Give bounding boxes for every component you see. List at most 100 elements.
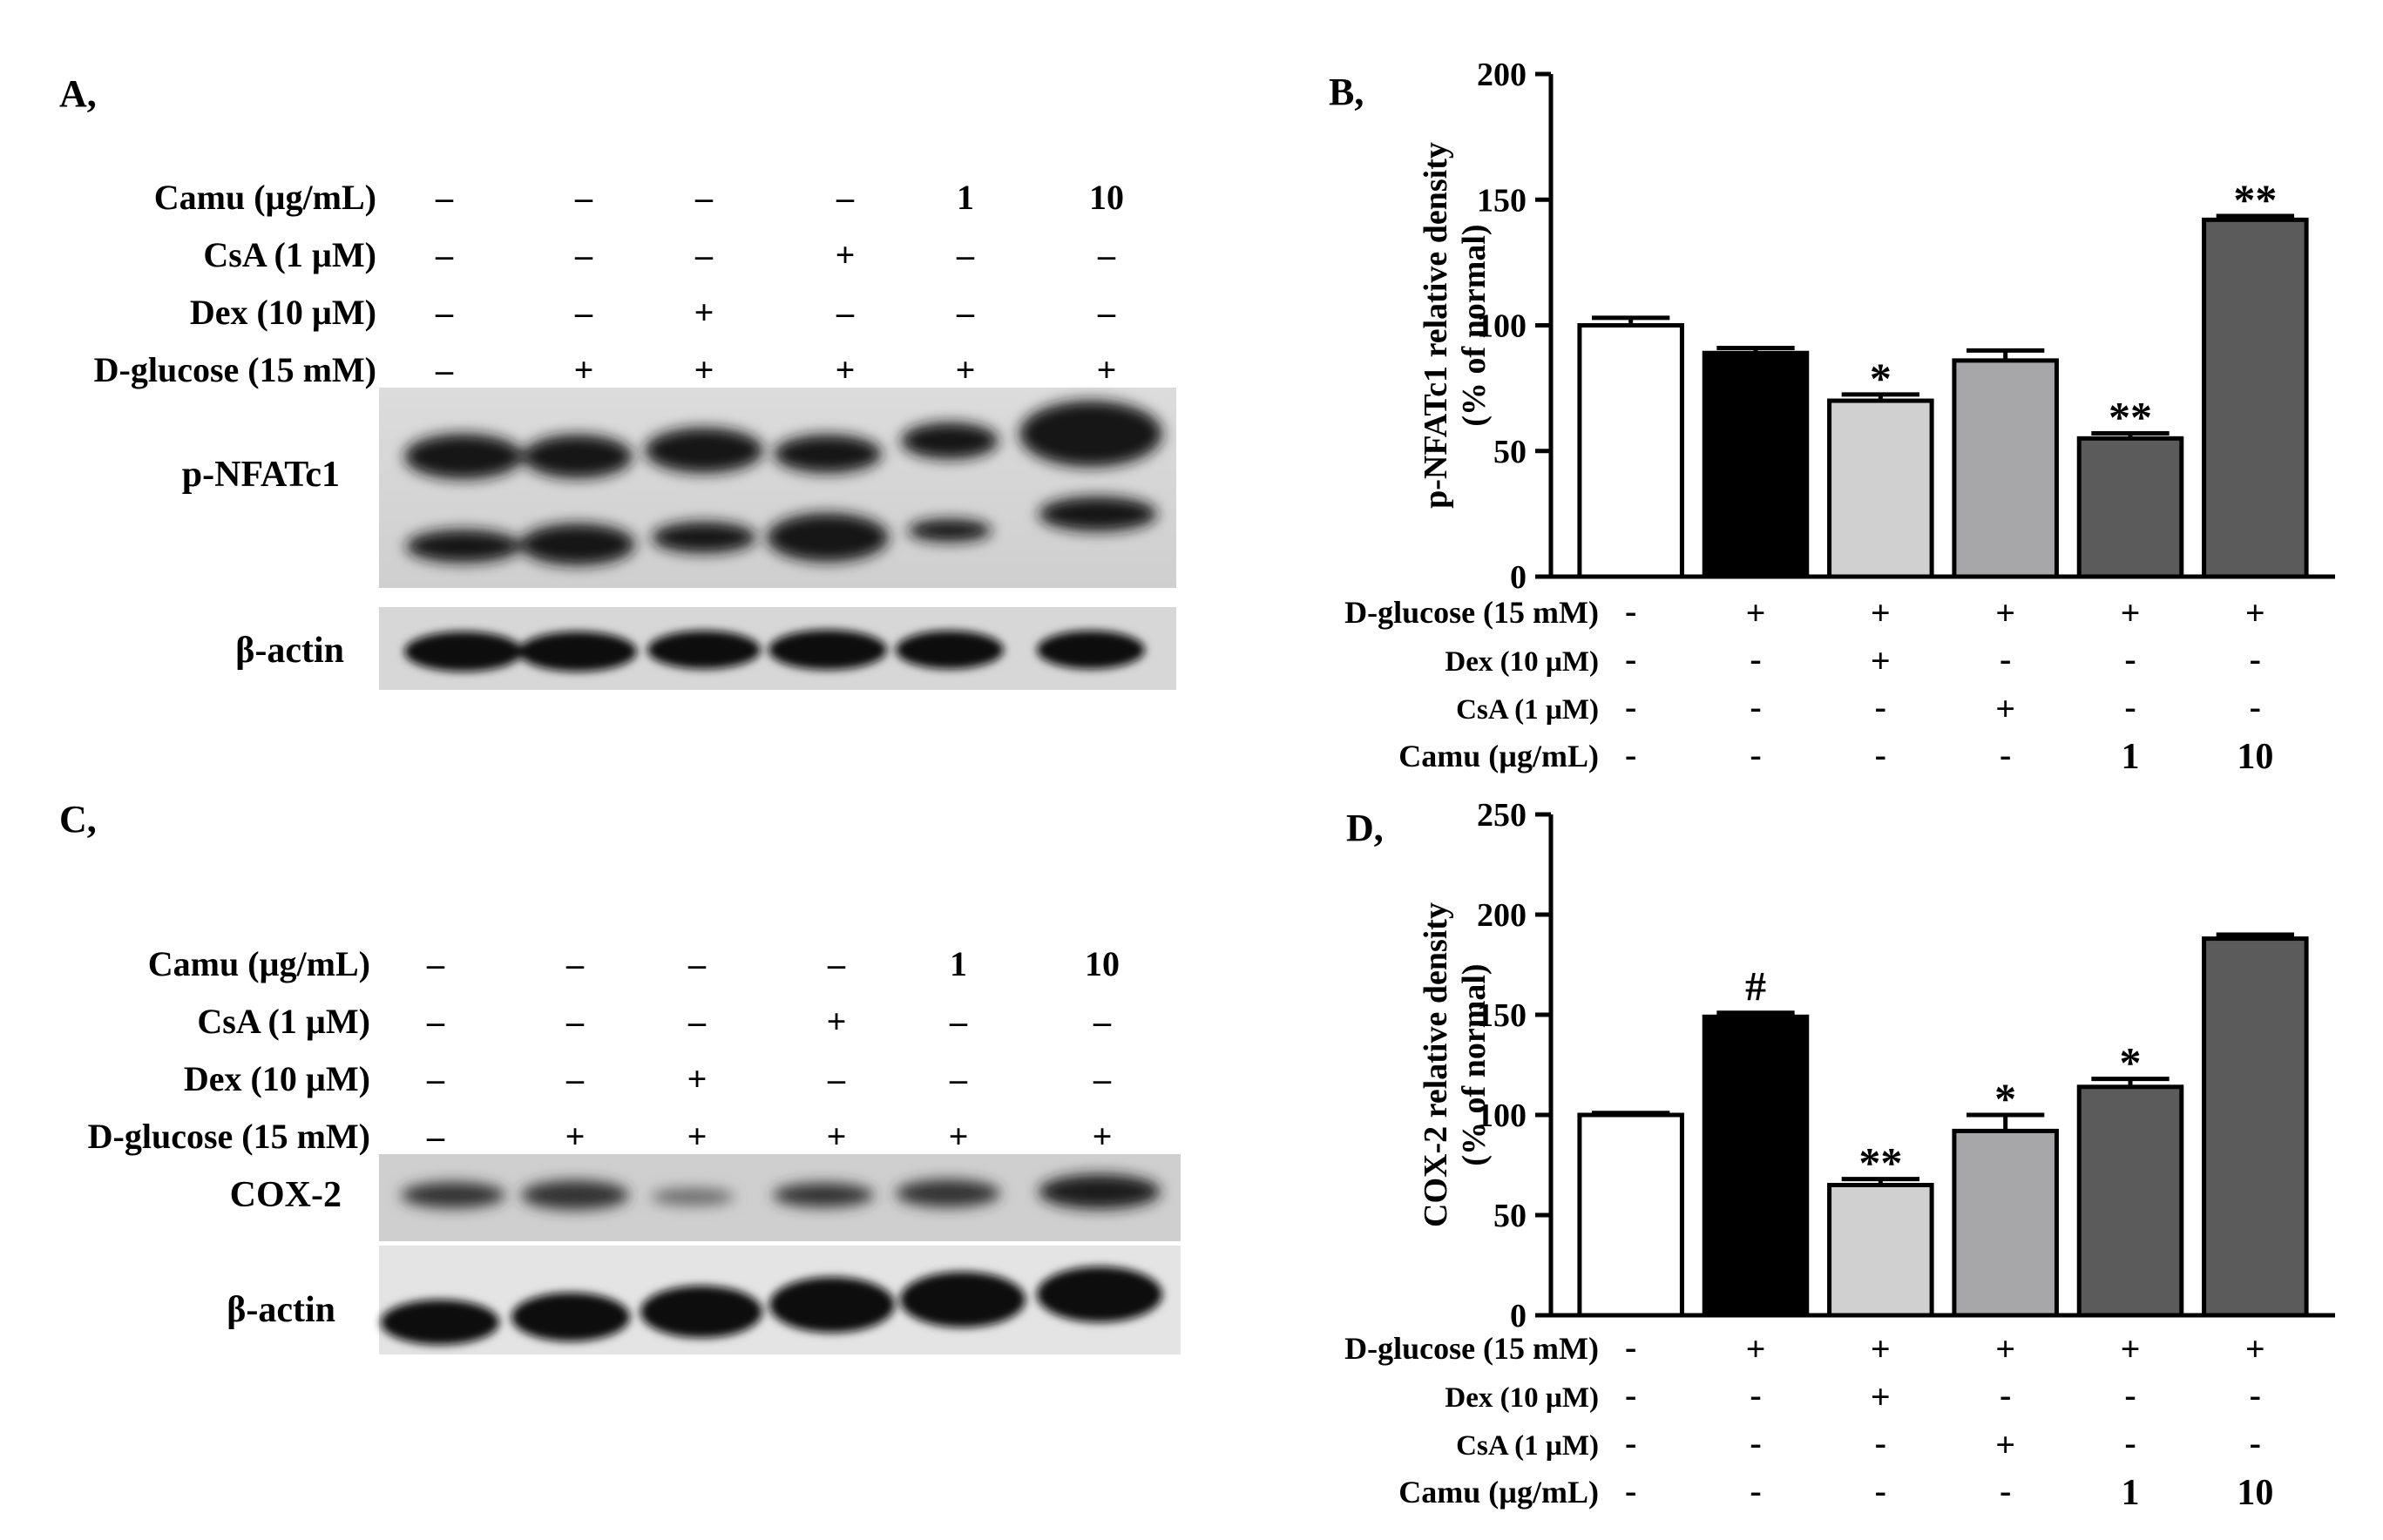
y-tick-label: 150 bbox=[1477, 182, 1527, 219]
condition-value: + bbox=[1995, 593, 2015, 632]
condition-value: – bbox=[574, 235, 593, 274]
condition-value: + bbox=[827, 1117, 847, 1156]
condition-value: + bbox=[1871, 593, 1891, 632]
significance-label: ** bbox=[1858, 1138, 1902, 1187]
band bbox=[767, 513, 889, 562]
y-tick-label: 100 bbox=[1477, 308, 1527, 345]
band bbox=[523, 435, 633, 478]
band bbox=[406, 530, 521, 563]
condition-value: – bbox=[435, 293, 454, 332]
band bbox=[1039, 1174, 1161, 1209]
condition-value: + bbox=[1995, 1425, 2015, 1464]
bar bbox=[2202, 936, 2309, 1318]
bar bbox=[1827, 1183, 1934, 1318]
chart-b: B, p-NFATc1 relative density (% of normal)… bbox=[1329, 57, 2335, 777]
condition-value: - bbox=[1625, 1423, 1636, 1462]
condition-row-label: CsA (1 µM) bbox=[1456, 1430, 1599, 1462]
y-axis-label-unit: (% of normal) bbox=[1456, 963, 1493, 1165]
band bbox=[1039, 496, 1157, 531]
significance-label: * bbox=[1870, 354, 1892, 402]
bar bbox=[2202, 217, 2309, 579]
condition-row-label: CsA (1 µM) bbox=[197, 1002, 370, 1041]
condition-value: – bbox=[836, 293, 855, 332]
condition-value: 10 bbox=[1089, 178, 1124, 217]
bar bbox=[1952, 358, 2059, 579]
condition-value: – bbox=[956, 293, 975, 332]
y-tick-label: 0 bbox=[1510, 559, 1527, 596]
y-tick-label: 100 bbox=[1477, 1098, 1527, 1134]
panel-label: D, bbox=[1346, 807, 1384, 849]
blot-beta-actin-a-label: β-actin bbox=[235, 631, 344, 671]
condition-value: + bbox=[827, 1002, 847, 1041]
y-tick-label: 0 bbox=[1510, 1298, 1527, 1334]
condition-value: – bbox=[574, 293, 593, 332]
condition-value: 1 bbox=[950, 944, 967, 983]
condition-value: + bbox=[1871, 1377, 1891, 1416]
condition-row-label: Camu (µg/mL) bbox=[1398, 739, 1599, 773]
condition-value: 10 bbox=[1085, 944, 1120, 983]
band bbox=[896, 631, 1004, 669]
band bbox=[511, 1293, 630, 1341]
condition-value: 10 bbox=[2237, 737, 2273, 777]
blot-beta-actin-a-bands bbox=[404, 630, 1145, 672]
condition-value: - bbox=[1875, 1471, 1886, 1510]
bar bbox=[2076, 436, 2184, 579]
condition-row-label: Camu (µg/mL) bbox=[154, 178, 376, 217]
condition-value: + bbox=[2245, 1329, 2265, 1368]
condition-value: + bbox=[1871, 1329, 1891, 1368]
blot-cox-2-bands bbox=[401, 1174, 1161, 1210]
condition-value: - bbox=[2250, 639, 2261, 679]
y-tick-label: 250 bbox=[1477, 797, 1527, 834]
condition-value: – bbox=[827, 944, 846, 983]
significance-label: * bbox=[2120, 1038, 2142, 1087]
band bbox=[651, 1188, 735, 1206]
band bbox=[404, 632, 523, 672]
significance-label: ** bbox=[2233, 175, 2277, 224]
condition-value: – bbox=[426, 1059, 445, 1098]
condition-value: + bbox=[694, 350, 714, 389]
condition-value: - bbox=[2000, 735, 2011, 774]
panel-c-conditions: Camu (µg/mL) – – – – 1 10 CsA (1 µM) – – – + – – Dex (… bbox=[88, 944, 1120, 1156]
band bbox=[1037, 1266, 1162, 1322]
panel-a: A, Camu (µg/mL) – – – – 1 10 CsA (1 µM) – – – + – – De… bbox=[59, 72, 1176, 690]
bar bbox=[1702, 350, 1810, 579]
band bbox=[908, 519, 992, 542]
condition-value: – bbox=[694, 235, 714, 274]
condition-value: + bbox=[687, 1117, 707, 1156]
y-axis-label: COX-2 relative density bbox=[1418, 902, 1454, 1227]
condition-value: - bbox=[1625, 1375, 1636, 1415]
condition-value: + bbox=[2121, 593, 2141, 632]
band bbox=[769, 1277, 895, 1333]
band bbox=[768, 630, 887, 670]
condition-value: - bbox=[2124, 1375, 2136, 1415]
band bbox=[773, 1183, 874, 1207]
panel-a-label: A, bbox=[59, 72, 97, 115]
condition-row-label: Dex (10 µM) bbox=[190, 293, 376, 332]
blot-beta-actin-c-label: β-actin bbox=[227, 1290, 335, 1330]
condition-row-label: Dex (10 µM) bbox=[1445, 1382, 1599, 1414]
condition-value: – bbox=[949, 1059, 968, 1098]
band bbox=[901, 422, 999, 459]
condition-value: - bbox=[1875, 735, 1886, 774]
blot-cox-2-label: COX-2 bbox=[230, 1175, 342, 1215]
condition-row-label: CsA (1 µM) bbox=[1456, 694, 1599, 726]
condition-value: - bbox=[2124, 1423, 2136, 1462]
condition-value: + bbox=[1093, 1117, 1113, 1156]
condition-value: + bbox=[694, 293, 714, 332]
condition-row-label: Dex (10 µM) bbox=[184, 1059, 370, 1098]
condition-value: - bbox=[2124, 639, 2136, 679]
condition-value: - bbox=[1875, 1423, 1886, 1462]
y-tick-label: 200 bbox=[1477, 57, 1527, 93]
chart-d: D, COX-2 relative density (% of normal) 0 50… bbox=[1344, 797, 2335, 1513]
condition-value: 1 bbox=[2122, 1473, 2140, 1513]
condition-value: – bbox=[1093, 1002, 1112, 1041]
condition-value: – bbox=[687, 1002, 707, 1041]
band bbox=[520, 523, 635, 565]
band bbox=[645, 428, 763, 473]
condition-value: - bbox=[1625, 1471, 1636, 1510]
condition-value: - bbox=[1750, 1471, 1761, 1510]
blot-p-nfatc1-bands bbox=[404, 401, 1162, 565]
band bbox=[774, 435, 882, 473]
condition-value: - bbox=[2124, 687, 2136, 726]
panel-c-label: C, bbox=[59, 798, 97, 841]
